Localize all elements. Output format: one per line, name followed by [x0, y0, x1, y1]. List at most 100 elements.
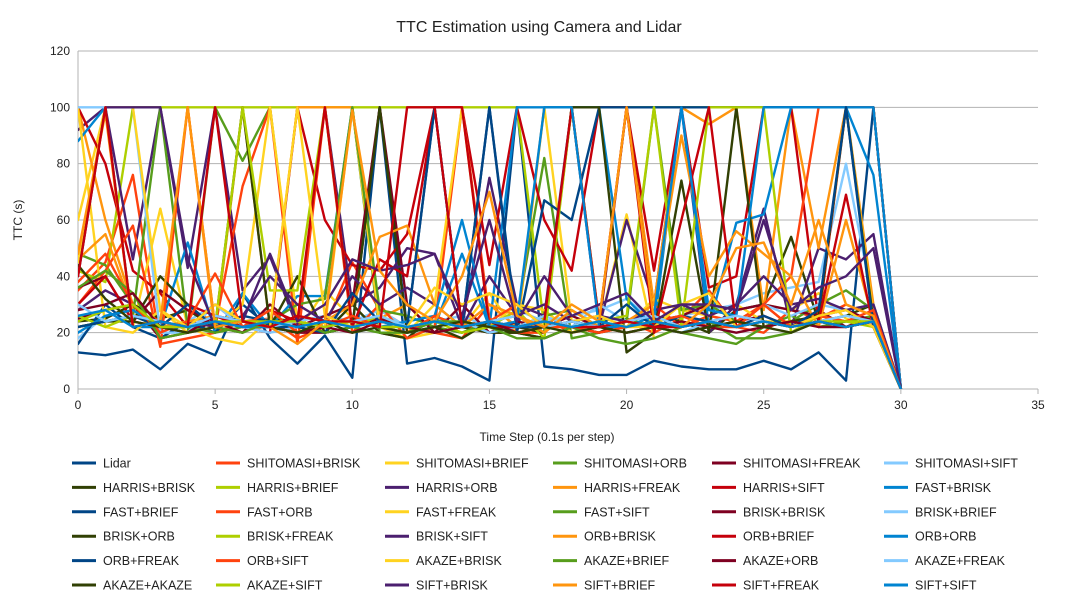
series-line-brisk-orb	[78, 106, 903, 389]
x-tick-label: 0	[75, 398, 82, 412]
legend-entry: AKAZE+BRISK	[385, 554, 502, 568]
x-tick-label: 15	[483, 398, 497, 412]
legend-label: FAST+ORB	[247, 505, 313, 519]
legend-entry: AKAZE+ORB	[712, 554, 818, 568]
legend-entry: FAST+BRIEF	[72, 505, 179, 519]
legend-entry: BRISK+FREAK	[216, 530, 334, 544]
legend-label: ORB+BRISK	[584, 530, 657, 544]
legend-label: SIFT+BRIEF	[584, 579, 656, 593]
legend-label: SIFT+SIFT	[915, 579, 977, 593]
legend-entry: HARRIS+ORB	[385, 481, 498, 495]
series-line-sift-brief	[78, 106, 903, 389]
y-tick-label: 60	[57, 213, 71, 227]
series-line-sift-freak	[78, 106, 903, 389]
series-line-fast-brisk	[78, 106, 903, 389]
series-line-orb-freak	[78, 106, 903, 389]
series-line-sift-sift	[78, 308, 903, 389]
legend-label: BRISK+BRISK	[743, 505, 826, 519]
legend-entry: BRISK+BRISK	[712, 505, 826, 519]
legend-entry: ORB+BRIEF	[712, 530, 815, 544]
legend-label: AKAZE+ORB	[743, 554, 818, 568]
x-tick-label: 20	[620, 398, 634, 412]
legend-label: SHITOMASI+SIFT	[915, 457, 1018, 471]
legend-entry: SHITOMASI+SIFT	[884, 457, 1018, 471]
legend-entry: SIFT+BRIEF	[553, 579, 656, 593]
y-tick-label: 0	[63, 382, 70, 396]
legend-entry: BRISK+BRIEF	[884, 505, 997, 519]
legend-label: AKAZE+AKAZE	[103, 579, 192, 593]
legend-label: FAST+SIFT	[584, 505, 650, 519]
legend-label: BRISK+ORB	[103, 530, 175, 544]
legend-label: SHITOMASI+FREAK	[743, 457, 861, 471]
legend-label: Lidar	[103, 457, 131, 471]
legend-label: SIFT+BRISK	[416, 579, 489, 593]
legend-label: ORB+SIFT	[247, 554, 309, 568]
series-line-shitomasi-brief	[78, 106, 903, 389]
legend-entry: SIFT+FREAK	[712, 579, 820, 593]
legend-entry: SHITOMASI+FREAK	[712, 457, 861, 471]
legend-entry: SIFT+BRISK	[385, 579, 489, 593]
series-line-shitomasi-orb	[78, 106, 903, 389]
legend-entry: SHITOMASI+BRIEF	[385, 457, 529, 471]
legend-label: FAST+BRISK	[915, 481, 992, 495]
legend-entry: AKAZE+BRIEF	[553, 554, 669, 568]
legend-entry: FAST+SIFT	[553, 505, 650, 519]
series-line-sift-brisk	[78, 106, 903, 389]
legend-entry: AKAZE+FREAK	[884, 554, 1006, 568]
legend-label: FAST+BRIEF	[103, 505, 179, 519]
legend-entry: HARRIS+SIFT	[712, 481, 825, 495]
x-tick-label: 30	[894, 398, 908, 412]
y-tick-label: 80	[57, 157, 71, 171]
legend-entry: AKAZE+SIFT	[216, 579, 323, 593]
legend-label: HARRIS+BRISK	[103, 481, 196, 495]
legend-entry: HARRIS+FREAK	[553, 481, 681, 495]
series-line-brisk-brief	[78, 106, 903, 389]
legend-label: SHITOMASI+BRISK	[247, 457, 361, 471]
y-tick-label: 20	[57, 326, 71, 340]
series-line-fast-sift	[78, 106, 903, 389]
legend-label: HARRIS+SIFT	[743, 481, 825, 495]
series-line-harris-freak	[78, 106, 903, 389]
series-line-harris-orb	[78, 106, 903, 389]
series-line-harris-sift	[78, 106, 903, 389]
series-line-lidar	[78, 106, 903, 389]
legend-entry: FAST+FREAK	[385, 505, 497, 519]
legend-entry: SIFT+SIFT	[884, 579, 977, 593]
legend-label: SHITOMASI+BRIEF	[416, 457, 529, 471]
series-line-fast-freak	[78, 106, 903, 389]
legend-entry: ORB+FREAK	[72, 554, 180, 568]
legend-label: FAST+FREAK	[416, 505, 497, 519]
series-line-akaze-brisk	[78, 106, 903, 389]
series-line-orb-orb	[78, 106, 903, 389]
series-line-harris-brief	[78, 106, 903, 389]
legend-label: HARRIS+ORB	[416, 481, 498, 495]
legend-entry: HARRIS+BRIEF	[216, 481, 339, 495]
x-tick-label: 5	[212, 398, 219, 412]
legend: Lidar SHITOMASI+BRISK SHITOMASI+BRIEF SHITO…	[72, 457, 1018, 593]
series-line-fast-brief	[78, 106, 903, 389]
legend-label: SHITOMASI+ORB	[584, 457, 687, 471]
x-tick-label: 25	[757, 398, 771, 412]
legend-label: BRISK+FREAK	[247, 530, 334, 544]
legend-label: AKAZE+BRISK	[416, 554, 502, 568]
legend-label: BRISK+BRIEF	[915, 505, 997, 519]
legend-entry: FAST+ORB	[216, 505, 313, 519]
legend-entry: ORB+ORB	[884, 530, 976, 544]
legend-label: BRISK+SIFT	[416, 530, 488, 544]
legend-entry: BRISK+SIFT	[385, 530, 488, 544]
x-tick-label: 35	[1031, 398, 1045, 412]
y-axis-label: TTC (s)	[11, 200, 25, 241]
series-line-fast-orb	[78, 106, 903, 389]
series-lines	[78, 106, 903, 389]
legend-label: ORB+ORB	[915, 530, 976, 544]
series-line-brisk-brisk	[78, 106, 903, 389]
legend-label: AKAZE+BRIEF	[584, 554, 669, 568]
legend-entry: BRISK+ORB	[72, 530, 175, 544]
series-line-brisk-freak	[78, 106, 903, 389]
legend-label: ORB+FREAK	[103, 554, 180, 568]
legend-entry: ORB+BRISK	[553, 530, 657, 544]
legend-entry: HARRIS+BRISK	[72, 481, 196, 495]
legend-label: HARRIS+FREAK	[584, 481, 681, 495]
tick-labels: 0 20 40 60 80 100 120 0 5 10 15 20 25 30 35	[50, 44, 1045, 412]
